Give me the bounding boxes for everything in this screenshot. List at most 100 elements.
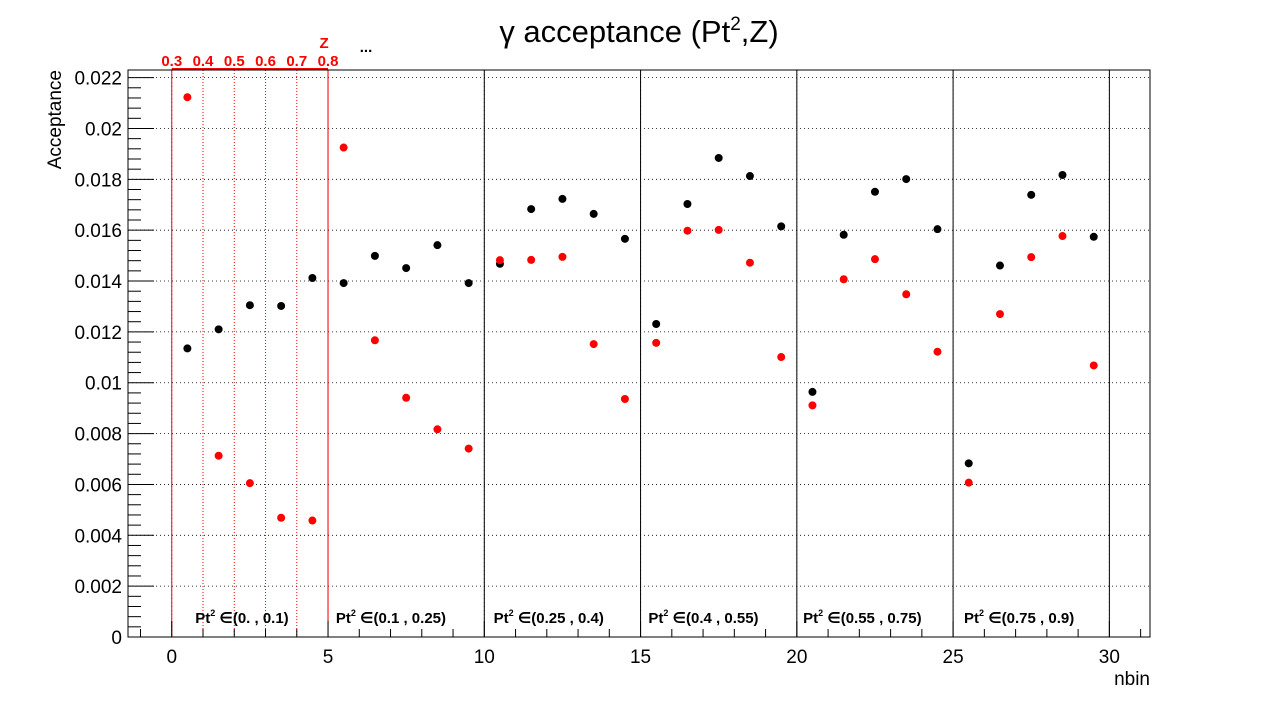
data-point	[433, 241, 442, 250]
pt2-bin-label: Pt2 ∈(0.25 , 0.4)	[494, 608, 604, 627]
data-point	[870, 187, 879, 196]
x-tick-label: 5	[323, 647, 334, 668]
data-point	[745, 258, 754, 267]
chart-title: γ acceptance (Pt2,Z)	[499, 14, 778, 49]
data-point	[589, 209, 598, 218]
data-point	[558, 252, 567, 261]
data-point	[839, 230, 848, 239]
grid	[128, 70, 1150, 637]
y-tick-label: 0.022	[74, 69, 122, 90]
data-point	[183, 344, 192, 353]
pt2-bin-label: Pt2 ∈(0. , 0.1)	[195, 608, 289, 627]
z-tick-label: 0.6	[255, 53, 276, 70]
data-point	[402, 393, 411, 402]
data-point	[995, 310, 1004, 319]
z-tick-label: 0.4	[193, 53, 215, 70]
data-point	[714, 153, 723, 162]
data-point	[808, 401, 817, 410]
z-box	[171, 69, 329, 638]
data-point	[1058, 232, 1067, 241]
y-tick-label: 0	[111, 628, 122, 649]
data-point	[808, 387, 817, 396]
x-tick-label: 30	[1099, 647, 1120, 668]
data-point	[777, 353, 786, 362]
data-point	[1089, 232, 1098, 241]
data-point	[1027, 190, 1036, 199]
data-point	[777, 222, 786, 231]
y-tick-label: 0.002	[74, 577, 122, 598]
data-point	[339, 143, 348, 152]
y-tick-label: 0.016	[74, 221, 122, 242]
y-tick-label: 0.006	[74, 475, 122, 496]
y-tick-label: 0.008	[74, 425, 122, 446]
data-point	[964, 459, 973, 468]
data-point	[995, 261, 1004, 270]
chart-title-prefix: γ acceptance (Pt	[499, 14, 730, 49]
data-point	[433, 425, 442, 434]
data-point	[933, 225, 942, 234]
data-point	[464, 279, 473, 288]
data-point	[902, 175, 911, 184]
data-point	[402, 264, 411, 273]
x-tick-label: 10	[474, 647, 495, 668]
data-point	[745, 172, 754, 181]
data-point	[183, 93, 192, 102]
data-point	[308, 273, 317, 282]
data-point	[652, 320, 661, 329]
data-point	[245, 301, 254, 310]
data-point	[370, 336, 379, 345]
data-point	[464, 444, 473, 453]
z-axis-title: Z	[319, 35, 328, 52]
data-point	[1089, 361, 1098, 370]
data-point	[527, 255, 536, 264]
pt2-bin-label: Pt2 ∈(0.1 , 0.25)	[336, 608, 446, 627]
axes: 0 0.002 0.004 0.006 0.008 0.01 0.012 0.014 0.016…	[74, 69, 1142, 668]
y-tick-label: 0.01	[85, 374, 122, 395]
data-point	[620, 234, 629, 243]
plot-frame	[127, 69, 1151, 638]
y-tick-label: 0.02	[85, 119, 122, 140]
x-tick-label: 20	[786, 647, 807, 668]
data-point	[714, 225, 723, 234]
data-point	[652, 338, 661, 347]
bin-labels: Pt2 ∈(0. , 0.1) Pt2 ∈(0.1 , 0.25) Pt2 ∈(0.…	[195, 608, 1074, 627]
data-point	[933, 347, 942, 356]
data-point	[214, 325, 223, 334]
data-point	[964, 478, 973, 487]
data-point	[589, 340, 598, 349]
y-tick-label: 0.012	[74, 323, 122, 344]
x-tick-label: 25	[943, 647, 964, 668]
z-ellipsis: ...	[360, 39, 373, 56]
data-point	[214, 451, 223, 460]
z-tick-label: 0.8	[318, 53, 339, 70]
z-tick-label: 0.5	[224, 53, 245, 70]
data-point	[558, 194, 567, 203]
pt2-bin-label: Pt2 ∈(0.55 , 0.75)	[803, 608, 922, 627]
data-point	[277, 513, 286, 522]
data-point	[902, 290, 911, 299]
data-point	[683, 226, 692, 235]
data-point	[370, 251, 379, 260]
data-point	[527, 205, 536, 214]
data-point	[870, 255, 879, 264]
data-point	[839, 275, 848, 284]
pt2-bin-label: Pt2 ∈(0.4 , 0.55)	[648, 608, 758, 627]
z-tick-label: 0.7	[286, 53, 307, 70]
chart-title-sup: 2	[730, 14, 741, 35]
z-annotation: 0.3 0.4 0.5 0.6 0.7 0.8Z...	[161, 35, 373, 638]
data-point	[308, 516, 317, 525]
x-axis-label: nbin	[1114, 669, 1150, 690]
data-point	[683, 199, 692, 208]
data-point	[620, 395, 629, 404]
data-point	[277, 301, 286, 310]
y-tick-label: 0.004	[74, 526, 122, 547]
x-tick-label: 15	[630, 647, 651, 668]
data-points	[183, 93, 1098, 525]
chart-title-suffix: ,Z)	[741, 14, 779, 49]
data-point	[1027, 253, 1036, 262]
y-tick-label: 0.018	[74, 170, 122, 191]
x-tick-label: 0	[166, 647, 177, 668]
y-tick-label: 0.014	[74, 272, 122, 293]
z-tick-label: 0.3	[161, 53, 182, 70]
